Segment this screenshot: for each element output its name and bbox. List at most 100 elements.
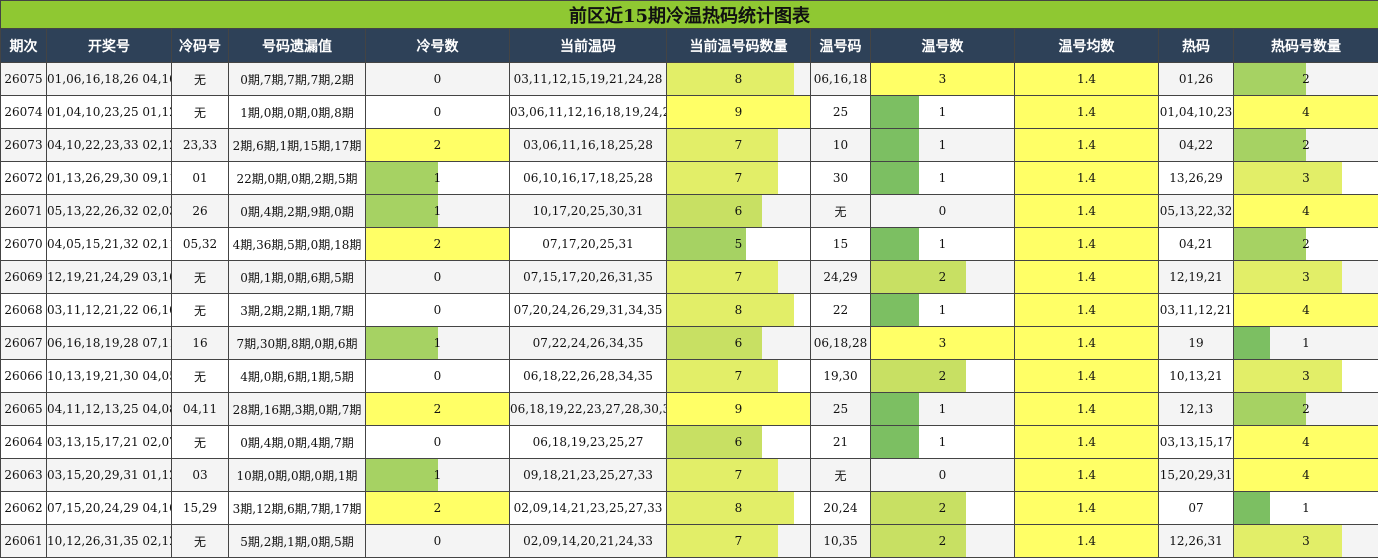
warm-average-cell: 1.4 — [1014, 458, 1159, 492]
current-warm-count-cell-bar — [667, 294, 795, 326]
current-warm-count-cell-bar — [667, 525, 779, 557]
warm-numbers-cell: 10 — [810, 128, 871, 162]
hot-count-cell: 3 — [1233, 260, 1378, 294]
table-row: 26071 05,13,22,26,32 02,03 26 0期,4期,2期,9期,0… — [0, 194, 1378, 228]
current-warm-cell: 09,18,21,23,25,27,33 — [509, 458, 667, 492]
table-row: 26067 06,16,18,19,28 07,11 16 7期,30期,8期,0期,… — [0, 326, 1378, 360]
warm-count-cell-bar — [871, 360, 967, 392]
warm-numbers-cell: 30 — [810, 161, 871, 195]
current-warm-cell: 02,09,14,20,21,24,33 — [509, 524, 667, 558]
hot-numbers-cell: 05,13,22,32 — [1158, 194, 1234, 228]
warm-numbers-cell: 19,30 — [810, 359, 871, 393]
issue-cell: 26071 — [0, 194, 47, 228]
current-warm-cell: 06,18,22,26,28,34,35 — [509, 359, 667, 393]
warm-count-cell: 1 — [870, 128, 1015, 162]
warm-count-cell: 2 — [870, 359, 1015, 393]
draw-numbers-cell: 06,16,18,19,28 07,11 — [46, 326, 172, 360]
table-row: 26063 03,15,20,29,31 01,12 03 10期,0期,0期,0期,… — [0, 458, 1378, 492]
column-header: 期次 — [0, 28, 47, 63]
hot-count-cell: 1 — [1233, 491, 1378, 525]
column-header: 当前温号码数量 — [666, 28, 811, 63]
warm-count-cell-bar — [871, 261, 967, 293]
miss-values-cell: 3期,12期,6期,7期,17期 — [228, 491, 366, 525]
draw-numbers-cell: 10,12,26,31,35 02,12 — [46, 524, 172, 558]
draw-numbers-cell: 05,13,22,26,32 02,03 — [46, 194, 172, 228]
miss-values-cell: 22期,0期,0期,2期,5期 — [228, 161, 366, 195]
cold-numbers-cell: 无 — [171, 95, 229, 129]
current-warm-count-cell: 7 — [666, 359, 811, 393]
cold-numbers-cell: 16 — [171, 326, 229, 360]
cold-numbers-cell: 无 — [171, 425, 229, 459]
cold-numbers-cell: 15,29 — [171, 491, 229, 525]
hot-count-cell: 3 — [1233, 524, 1378, 558]
issue-cell: 26075 — [0, 62, 47, 96]
cold-count-cell: 1 — [365, 194, 510, 228]
warm-count-cell-bar — [871, 525, 967, 557]
warm-average-cell: 1.4 — [1014, 161, 1159, 195]
hot-numbers-cell: 07 — [1158, 491, 1234, 525]
warm-numbers-cell: 24,29 — [810, 260, 871, 294]
hot-count-cell: 4 — [1233, 458, 1378, 492]
table-row: 26072 01,13,26,29,30 09,11 01 22期,0期,0期,2期,… — [0, 161, 1378, 195]
warm-count-cell: 2 — [870, 524, 1015, 558]
hot-count-cell: 4 — [1233, 194, 1378, 228]
current-warm-count-cell-bar — [667, 261, 779, 293]
warm-numbers-cell: 21 — [810, 425, 871, 459]
current-warm-count-cell-bar — [667, 129, 779, 161]
hot-numbers-cell: 19 — [1158, 326, 1234, 360]
current-warm-cell: 03,06,11,12,16,18,19,24,28 — [509, 95, 667, 129]
hot-numbers-cell: 01,26 — [1158, 62, 1234, 96]
draw-numbers-cell: 04,10,22,23,33 02,12 — [46, 128, 172, 162]
table-row: 26066 10,13,19,21,30 04,05 无 4期,0期,6期,1期,5期… — [0, 359, 1378, 393]
warm-count-cell-bar — [871, 393, 919, 425]
cold-count-cell: 0 — [365, 359, 510, 393]
issue-cell: 26069 — [0, 260, 47, 294]
warm-count-cell: 1 — [870, 95, 1015, 129]
current-warm-count-cell: 8 — [666, 293, 811, 327]
hot-count-cell-bar — [1234, 162, 1342, 194]
warm-average-cell: 1.4 — [1014, 260, 1159, 294]
warm-numbers-cell: 22 — [810, 293, 871, 327]
hot-count-cell-bar — [1234, 261, 1342, 293]
warm-count-cell-bar — [871, 129, 919, 161]
cold-count-cell-bar — [366, 459, 438, 491]
draw-numbers-cell: 03,11,12,21,22 06,10 — [46, 293, 172, 327]
table-row: 26064 03,13,15,17,21 02,07 无 0期,4期,0期,4期,7期… — [0, 425, 1378, 459]
draw-numbers-cell: 07,15,20,24,29 04,10 — [46, 491, 172, 525]
table-row: 26065 04,11,12,13,25 04,08 04,11 28期,16期,3期… — [0, 392, 1378, 426]
current-warm-cell: 03,11,12,15,19,21,24,28 — [509, 62, 667, 96]
current-warm-cell: 02,09,14,21,23,25,27,33 — [509, 491, 667, 525]
current-warm-count-cell: 7 — [666, 260, 811, 294]
draw-numbers-cell: 03,15,20,29,31 01,12 — [46, 458, 172, 492]
hot-count-cell: 4 — [1233, 425, 1378, 459]
hot-numbers-cell: 04,21 — [1158, 227, 1234, 261]
current-warm-cell: 06,18,19,23,25,27 — [509, 425, 667, 459]
hot-count-cell: 3 — [1233, 359, 1378, 393]
warm-numbers-cell: 15 — [810, 227, 871, 261]
issue-cell: 26067 — [0, 326, 47, 360]
table-row: 26062 07,15,20,24,29 04,10 15,29 3期,12期,6期,… — [0, 491, 1378, 525]
current-warm-cell: 10,17,20,25,30,31 — [509, 194, 667, 228]
current-warm-cell: 06,18,19,22,23,27,28,30,34 — [509, 392, 667, 426]
column-header: 热码号数量 — [1233, 28, 1378, 63]
hot-numbers-cell: 03,11,12,21 — [1158, 293, 1234, 327]
hot-count-cell-bar — [1234, 327, 1270, 359]
current-warm-cell: 07,20,24,26,29,31,34,35 — [509, 293, 667, 327]
cold-numbers-cell: 无 — [171, 359, 229, 393]
cold-count-cell: 0 — [365, 95, 510, 129]
current-warm-count-cell: 6 — [666, 326, 811, 360]
current-warm-count-cell-bar — [667, 162, 779, 194]
current-warm-count-cell: 6 — [666, 425, 811, 459]
column-header: 温号均数 — [1014, 28, 1159, 63]
table-row: 26075 01,06,16,18,26 04,10 无 0期,7期,7期,7期,2期… — [0, 62, 1378, 96]
current-warm-count-cell: 9 — [666, 392, 811, 426]
miss-values-cell: 4期,36期,5期,0期,18期 — [228, 227, 366, 261]
warm-average-cell: 1.4 — [1014, 95, 1159, 129]
current-warm-count-cell: 6 — [666, 194, 811, 228]
current-warm-count-cell: 7 — [666, 524, 811, 558]
column-header: 冷号数 — [365, 28, 510, 63]
warm-numbers-cell: 25 — [810, 392, 871, 426]
cold-numbers-cell: 无 — [171, 260, 229, 294]
issue-cell: 26068 — [0, 293, 47, 327]
